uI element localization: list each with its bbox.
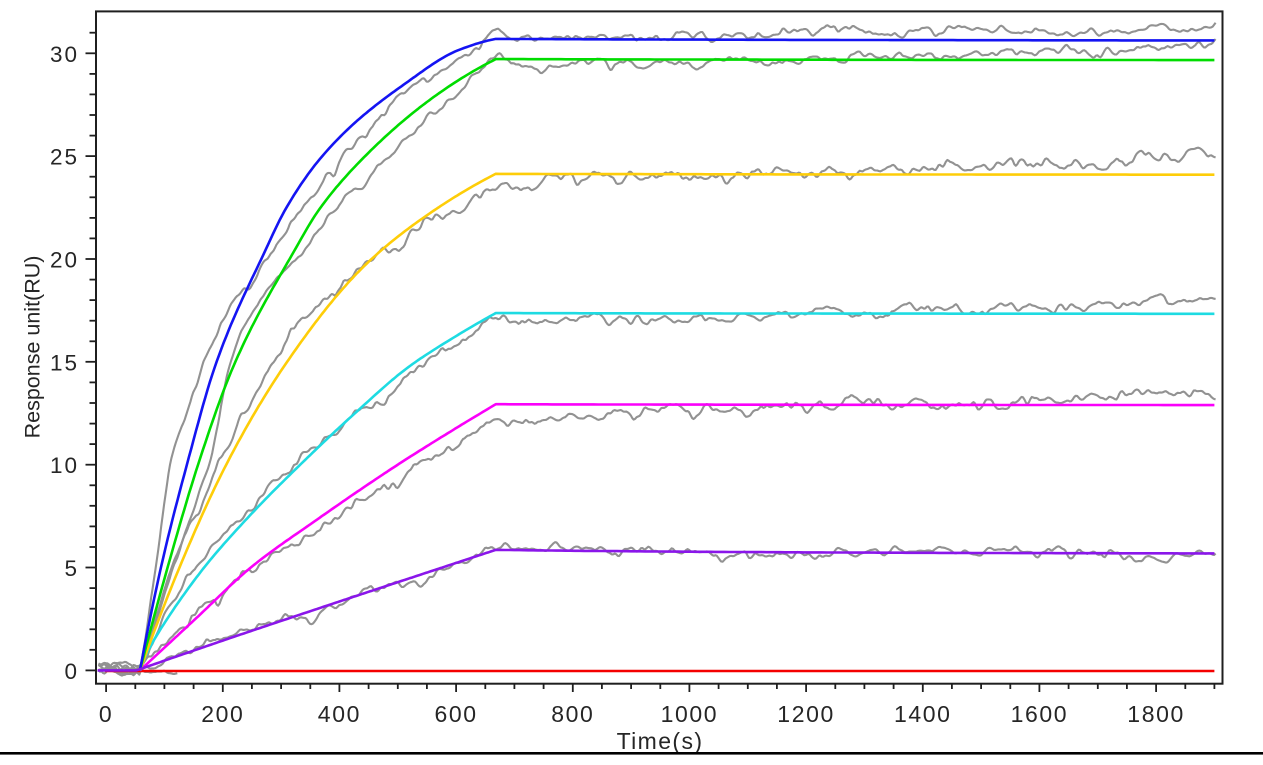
svg-text:400: 400	[318, 701, 361, 727]
svg-text:30: 30	[50, 42, 79, 67]
svg-text:800: 800	[551, 701, 594, 727]
svg-text:5: 5	[64, 556, 79, 581]
svg-text:600: 600	[435, 701, 478, 727]
svg-text:1800: 1800	[1127, 701, 1185, 727]
svg-text:200: 200	[201, 701, 244, 727]
svg-text:25: 25	[50, 145, 79, 170]
svg-text:15: 15	[50, 350, 79, 375]
svg-text:0: 0	[99, 701, 113, 727]
svg-text:1200: 1200	[777, 701, 835, 727]
svg-text:Response unit(RU): Response unit(RU)	[21, 256, 45, 439]
svg-text:0: 0	[64, 659, 79, 684]
svg-text:20: 20	[50, 248, 79, 273]
svg-text:10: 10	[50, 453, 79, 478]
svg-text:1000: 1000	[661, 701, 719, 727]
svg-text:1600: 1600	[1011, 701, 1069, 727]
svg-text:1400: 1400	[894, 701, 952, 727]
svg-text:Time(s): Time(s)	[617, 728, 704, 754]
